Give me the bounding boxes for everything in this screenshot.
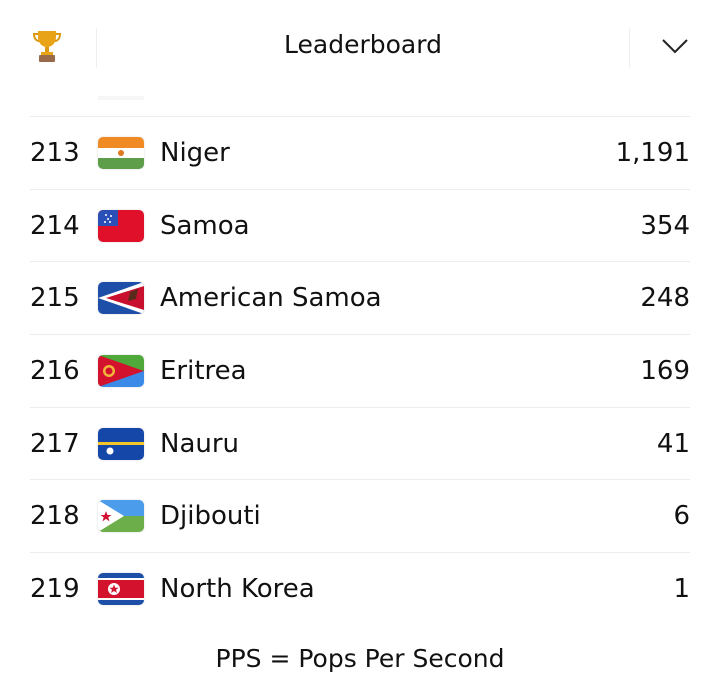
american-samoa-flag-icon xyxy=(98,282,144,315)
pps-value: 354 xyxy=(640,210,690,241)
nauru-flag-icon xyxy=(98,427,144,460)
country-name: American Samoa xyxy=(160,283,382,314)
leaderboard-row[interactable]: 214 Samoa 354 xyxy=(30,188,690,262)
pps-value: 1 xyxy=(673,573,690,604)
country-name: North Korea xyxy=(160,573,315,604)
djibouti-flag-icon xyxy=(98,500,144,533)
rank: 219 xyxy=(30,573,80,604)
page-title: Leaderboard xyxy=(284,30,442,59)
north-korea-flag-icon xyxy=(98,572,144,605)
leaderboard-row[interactable]: 213 Niger 1,191 xyxy=(30,116,690,189)
samoa-flag-icon xyxy=(98,209,144,242)
rank: 215 xyxy=(30,283,80,314)
leaderboard-row[interactable]: 216 Eritrea 169 xyxy=(30,334,690,407)
leaderboard-row[interactable]: 215 American Samoa 248 xyxy=(30,261,690,334)
divider xyxy=(96,28,97,68)
country-name: Djibouti xyxy=(160,501,261,532)
rank: 218 xyxy=(30,501,80,532)
niger-flag-icon xyxy=(98,136,144,169)
country-name: Niger xyxy=(160,137,230,168)
leaderboard-list: 213 Niger 1,191 214 Samoa 354 215 American Samo… xyxy=(30,116,690,625)
pps-value: 248 xyxy=(640,283,690,314)
scrolled-flag-remnant xyxy=(98,96,144,100)
pps-value: 41 xyxy=(656,428,690,459)
country-name: Eritrea xyxy=(160,355,247,386)
country-name: Samoa xyxy=(160,210,250,241)
leaderboard-row[interactable]: 219 North Korea 1 xyxy=(30,552,690,625)
rank: 213 xyxy=(30,137,80,168)
pps-value: 6 xyxy=(673,501,690,532)
divider xyxy=(629,28,630,68)
leaderboard-row[interactable]: 217 Nauru 41 xyxy=(30,406,690,480)
leaderboard-row[interactable]: 218 Djibouti 6 xyxy=(30,479,690,552)
rank: 217 xyxy=(30,428,80,459)
header: Leaderboard xyxy=(0,0,720,96)
chevron-down-icon[interactable] xyxy=(660,34,690,58)
trophy-icon xyxy=(32,31,62,62)
pps-legend: PPS = Pops Per Second xyxy=(215,644,505,673)
rank: 216 xyxy=(30,355,80,386)
eritrea-flag-icon xyxy=(98,354,144,387)
country-name: Nauru xyxy=(160,428,240,459)
pps-value: 1,191 xyxy=(615,137,690,168)
rank: 214 xyxy=(30,210,80,241)
pps-value: 169 xyxy=(640,355,690,386)
